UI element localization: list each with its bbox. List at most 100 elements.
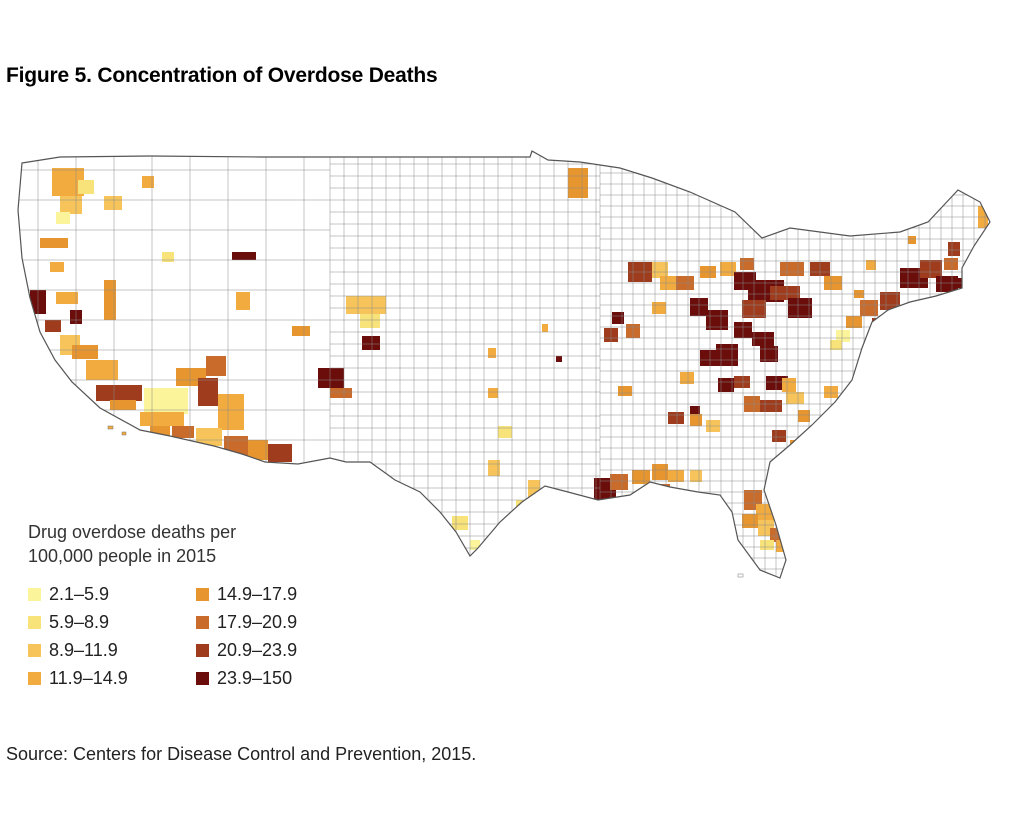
county-patch bbox=[568, 168, 588, 198]
county-patch bbox=[56, 292, 78, 304]
county-patch bbox=[198, 378, 218, 406]
county-patch bbox=[788, 298, 812, 318]
county-patch bbox=[680, 372, 694, 384]
county-patch bbox=[542, 324, 548, 332]
county-patch bbox=[752, 332, 774, 346]
county-patch bbox=[650, 484, 670, 492]
county-patch bbox=[770, 286, 800, 300]
county-patch bbox=[452, 516, 468, 530]
county-patch bbox=[836, 330, 850, 342]
county-patch bbox=[612, 312, 624, 324]
county-patch bbox=[798, 410, 810, 422]
county-patch bbox=[830, 340, 842, 350]
county-patch bbox=[866, 260, 876, 270]
county-patch bbox=[40, 238, 68, 248]
county-patch bbox=[760, 400, 782, 412]
legend-swatch bbox=[196, 671, 209, 685]
legend-item: 11.9–14.9 bbox=[28, 664, 196, 692]
county-patch bbox=[50, 262, 64, 272]
legend-label: 20.9–23.9 bbox=[217, 639, 298, 660]
legend-swatch bbox=[196, 643, 209, 657]
county-patch bbox=[652, 302, 666, 314]
county-patch bbox=[110, 400, 136, 410]
county-patch bbox=[880, 292, 900, 310]
county-patch bbox=[196, 428, 222, 446]
county-patch bbox=[610, 474, 628, 490]
county-patch bbox=[142, 176, 154, 188]
county-patch bbox=[716, 344, 738, 366]
legend-swatch bbox=[196, 615, 209, 629]
county-patch bbox=[786, 392, 804, 404]
county-patch bbox=[770, 500, 780, 510]
county-patch bbox=[78, 180, 94, 194]
legend-label: 11.9–14.9 bbox=[49, 667, 128, 688]
county-patch bbox=[45, 320, 61, 332]
county-patch bbox=[104, 196, 122, 210]
legend-title-line2: 100,000 people in 2015 bbox=[28, 546, 217, 566]
county-patch bbox=[668, 412, 684, 424]
county-patch bbox=[330, 388, 352, 398]
county-patch bbox=[740, 258, 754, 270]
county-patch bbox=[268, 444, 292, 462]
legend-swatch bbox=[28, 615, 41, 629]
legend-title-line1: Drug overdose deaths per bbox=[28, 522, 237, 542]
legend-item: 14.9–17.9 bbox=[196, 580, 356, 608]
county-patch bbox=[760, 346, 778, 362]
map-legend: Drug overdose deaths per 100,000 people … bbox=[28, 520, 358, 692]
channel-island bbox=[107, 425, 114, 430]
figure-title: Figure 5. Concentration of Overdose Deat… bbox=[6, 64, 438, 87]
county-patch bbox=[690, 470, 702, 482]
county-patch bbox=[172, 426, 194, 438]
county-patch bbox=[742, 514, 758, 528]
county-patch bbox=[846, 316, 862, 328]
county-patch bbox=[556, 356, 562, 362]
legend-item: 20.9–23.9 bbox=[196, 636, 356, 664]
county-patch bbox=[936, 276, 958, 292]
county-patch bbox=[720, 262, 736, 276]
county-patch bbox=[292, 326, 310, 336]
county-patch bbox=[618, 386, 632, 396]
channel-island bbox=[121, 431, 127, 436]
county-patch bbox=[248, 440, 268, 460]
county-patch bbox=[86, 360, 118, 380]
legend-entries: 2.1–5.9 5.9–8.9 8.9–11.9 11.9–14.9 14.9–17.9… bbox=[28, 580, 358, 692]
county-patch bbox=[652, 464, 668, 480]
county-patch bbox=[236, 292, 250, 310]
legend-swatch bbox=[28, 587, 41, 601]
county-patch bbox=[96, 385, 142, 401]
legend-item: 17.9–20.9 bbox=[196, 608, 356, 636]
county-patch bbox=[218, 394, 244, 430]
source-note: Source: Centers for Disease Control and … bbox=[6, 744, 477, 764]
county-patch bbox=[908, 236, 916, 244]
county-patch bbox=[346, 296, 386, 314]
county-patch bbox=[206, 356, 226, 376]
county-patch bbox=[706, 310, 728, 330]
legend-label: 14.9–17.9 bbox=[217, 583, 298, 604]
county-patch bbox=[488, 348, 496, 358]
legend-item: 5.9–8.9 bbox=[28, 608, 196, 636]
legend-swatch bbox=[196, 587, 209, 601]
legend-label: 5.9–8.9 bbox=[49, 611, 110, 632]
county-patch bbox=[860, 300, 878, 316]
county-patch bbox=[780, 262, 804, 276]
legend-swatch bbox=[28, 643, 41, 657]
county-patch bbox=[652, 262, 668, 278]
county-patch bbox=[144, 388, 188, 414]
legend-label: 8.9–11.9 bbox=[49, 639, 118, 660]
legend-label: 2.1–5.9 bbox=[49, 583, 110, 604]
county-patch bbox=[318, 368, 344, 388]
county-patch bbox=[668, 470, 684, 482]
county-patch bbox=[632, 470, 650, 484]
legend-swatch bbox=[28, 671, 41, 685]
county-patch bbox=[488, 388, 498, 398]
county-patch bbox=[360, 314, 380, 328]
legend-item: 8.9–11.9 bbox=[28, 636, 196, 664]
county-patch bbox=[140, 412, 184, 426]
county-patch bbox=[232, 252, 256, 260]
county-patch bbox=[690, 414, 702, 426]
county-patch bbox=[948, 242, 960, 256]
county-patch bbox=[718, 378, 734, 392]
legend-item: 23.9–150 bbox=[196, 664, 356, 692]
legend-item: 2.1–5.9 bbox=[28, 580, 196, 608]
